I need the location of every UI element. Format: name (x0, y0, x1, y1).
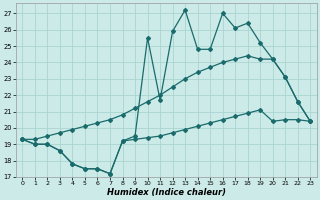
X-axis label: Humidex (Indice chaleur): Humidex (Indice chaleur) (107, 188, 226, 197)
